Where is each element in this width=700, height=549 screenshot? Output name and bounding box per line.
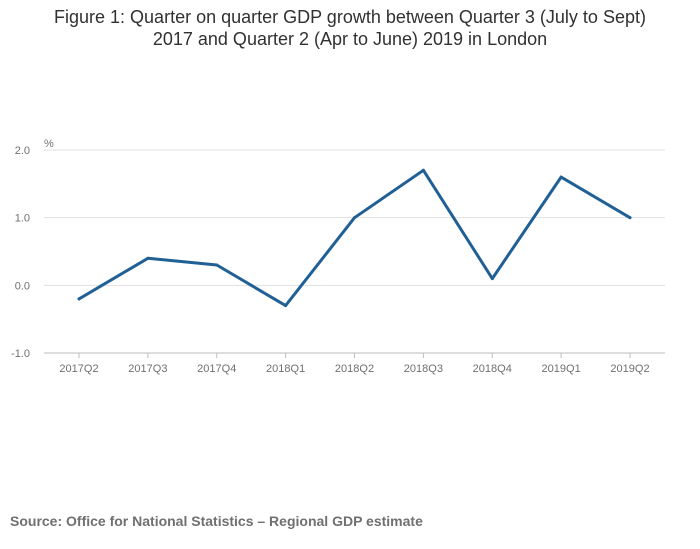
x-tick-label: 2018Q4	[473, 363, 512, 375]
chart-title: Figure 1: Quarter on quarter GDP growth …	[0, 6, 700, 50]
data-point	[490, 277, 494, 281]
y-axis-label: %	[44, 138, 54, 150]
y-tick-label: 2.0	[15, 145, 30, 157]
x-tick-label: 2018Q3	[404, 363, 443, 375]
data-point	[628, 216, 632, 220]
x-tick-label: 2017Q3	[128, 363, 167, 375]
x-tick-label: 2018Q2	[335, 363, 374, 375]
data-point	[353, 216, 356, 220]
data-point	[421, 168, 425, 172]
chart-title-line-1: Figure 1: Quarter on quarter GDP growth …	[54, 7, 646, 27]
data-point	[559, 175, 563, 179]
x-tick-label: 2018Q1	[266, 363, 305, 375]
source-note: Source: Office for National Statistics –…	[10, 513, 423, 529]
data-point	[146, 256, 150, 260]
data-point	[77, 297, 81, 301]
y-tick-label: 0.0	[15, 280, 30, 292]
data-point	[215, 263, 219, 267]
axes: -1.0 0.0 1.0 2.0% 2017Q2 2017Q3 2017Q4 2018Q1 20…	[11, 138, 665, 375]
x-tick-label: 2019Q1	[542, 363, 581, 375]
series-lines	[77, 168, 632, 308]
x-tick-label: 2017Q2	[59, 363, 98, 375]
x-tick-label: 2019Q2	[610, 363, 649, 375]
y-tick-label: 1.0	[15, 213, 30, 225]
x-tick-label: 2017Q4	[197, 363, 236, 375]
chart-title-line-2: 2017 and Quarter 2 (Apr to June) 2019 in…	[152, 29, 548, 49]
data-point	[284, 304, 288, 308]
y-tick-label: -1.0	[11, 348, 30, 360]
